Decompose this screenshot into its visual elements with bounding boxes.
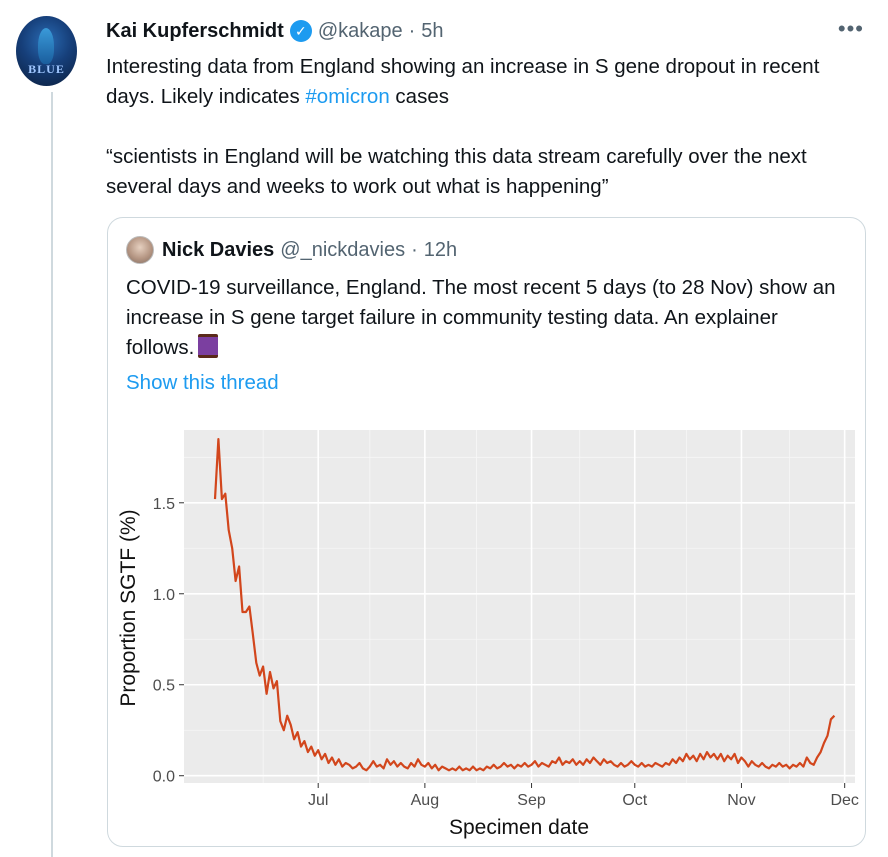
tweet-text-start: Interesting data from England showing an… xyxy=(106,55,820,108)
tweet-text-end: cases xyxy=(389,85,449,108)
quoted-tweet-header: Nick Davies @_nickdavies · 12h xyxy=(126,236,457,264)
x-axis-title: Specimen date xyxy=(449,816,589,839)
tweet-paragraph-1: Interesting data from England showing an… xyxy=(106,52,846,112)
tweet-header: Kai Kupferschmidt ✓ @kakape · 5h xyxy=(106,18,444,44)
author-name[interactable]: Kai Kupferschmidt xyxy=(106,19,284,42)
thread-spool-icon xyxy=(198,334,219,358)
quoted-tweet-text: COVID-19 surveillance, England. The most… xyxy=(126,273,846,363)
x-tick-label: Nov xyxy=(727,792,755,809)
y-tick-label: 1.0 xyxy=(153,587,175,604)
quoted-text-body: COVID-19 surveillance, England. The most… xyxy=(126,276,836,359)
y-tick-label: 0.5 xyxy=(153,678,175,695)
quoted-author-name[interactable]: Nick Davies xyxy=(162,238,275,261)
show-thread-link[interactable]: Show this thread xyxy=(126,371,279,394)
thread-connector-line xyxy=(51,92,53,857)
x-tick-label: Oct xyxy=(622,792,647,809)
hashtag-link[interactable]: #omicron xyxy=(305,85,390,108)
separator-dot: · xyxy=(408,19,416,42)
y-tick-label: 1.5 xyxy=(153,496,175,513)
author-handle[interactable]: @kakape xyxy=(317,19,403,42)
x-tick-label: Jul xyxy=(308,792,328,809)
quoted-author-avatar[interactable] xyxy=(126,236,154,264)
tweet-time[interactable]: 5h xyxy=(421,19,444,42)
paragraph-gap xyxy=(106,112,846,142)
series-line xyxy=(213,438,836,772)
quoted-tweet-time[interactable]: 12h xyxy=(423,238,458,261)
verified-badge-icon: ✓ xyxy=(289,20,312,42)
author-avatar[interactable]: BLUE xyxy=(16,16,77,86)
x-tick-label: Dec xyxy=(830,792,858,809)
x-tick-label: Sep xyxy=(517,792,546,809)
sgtf-line-chart: 0.0 0.5 1.0 1.5 Jul Aug Sep Oct Nov Dec Specimen… xyxy=(117,430,859,839)
x-tick-label: Aug xyxy=(411,792,439,809)
plot-panel xyxy=(184,430,855,783)
avatar-book-title: BLUE xyxy=(28,62,65,76)
quoted-separator-dot: · xyxy=(411,238,418,261)
tweet-paragraph-2: “scientists in England will be watching … xyxy=(106,145,807,198)
y-tick-label: 0.0 xyxy=(153,769,175,786)
more-horizontal-icon[interactable]: ••• xyxy=(837,16,864,41)
quoted-tweet[interactable]: Nick Davies @_nickdavies · 12h COVID-19 … xyxy=(107,217,866,847)
quoted-author-handle[interactable]: @_nickdavies xyxy=(280,238,406,261)
tweet-body: Interesting data from England showing an… xyxy=(106,52,846,202)
y-axis-title: Proportion SGTF (%) xyxy=(117,509,140,706)
peacock-image xyxy=(38,28,54,64)
